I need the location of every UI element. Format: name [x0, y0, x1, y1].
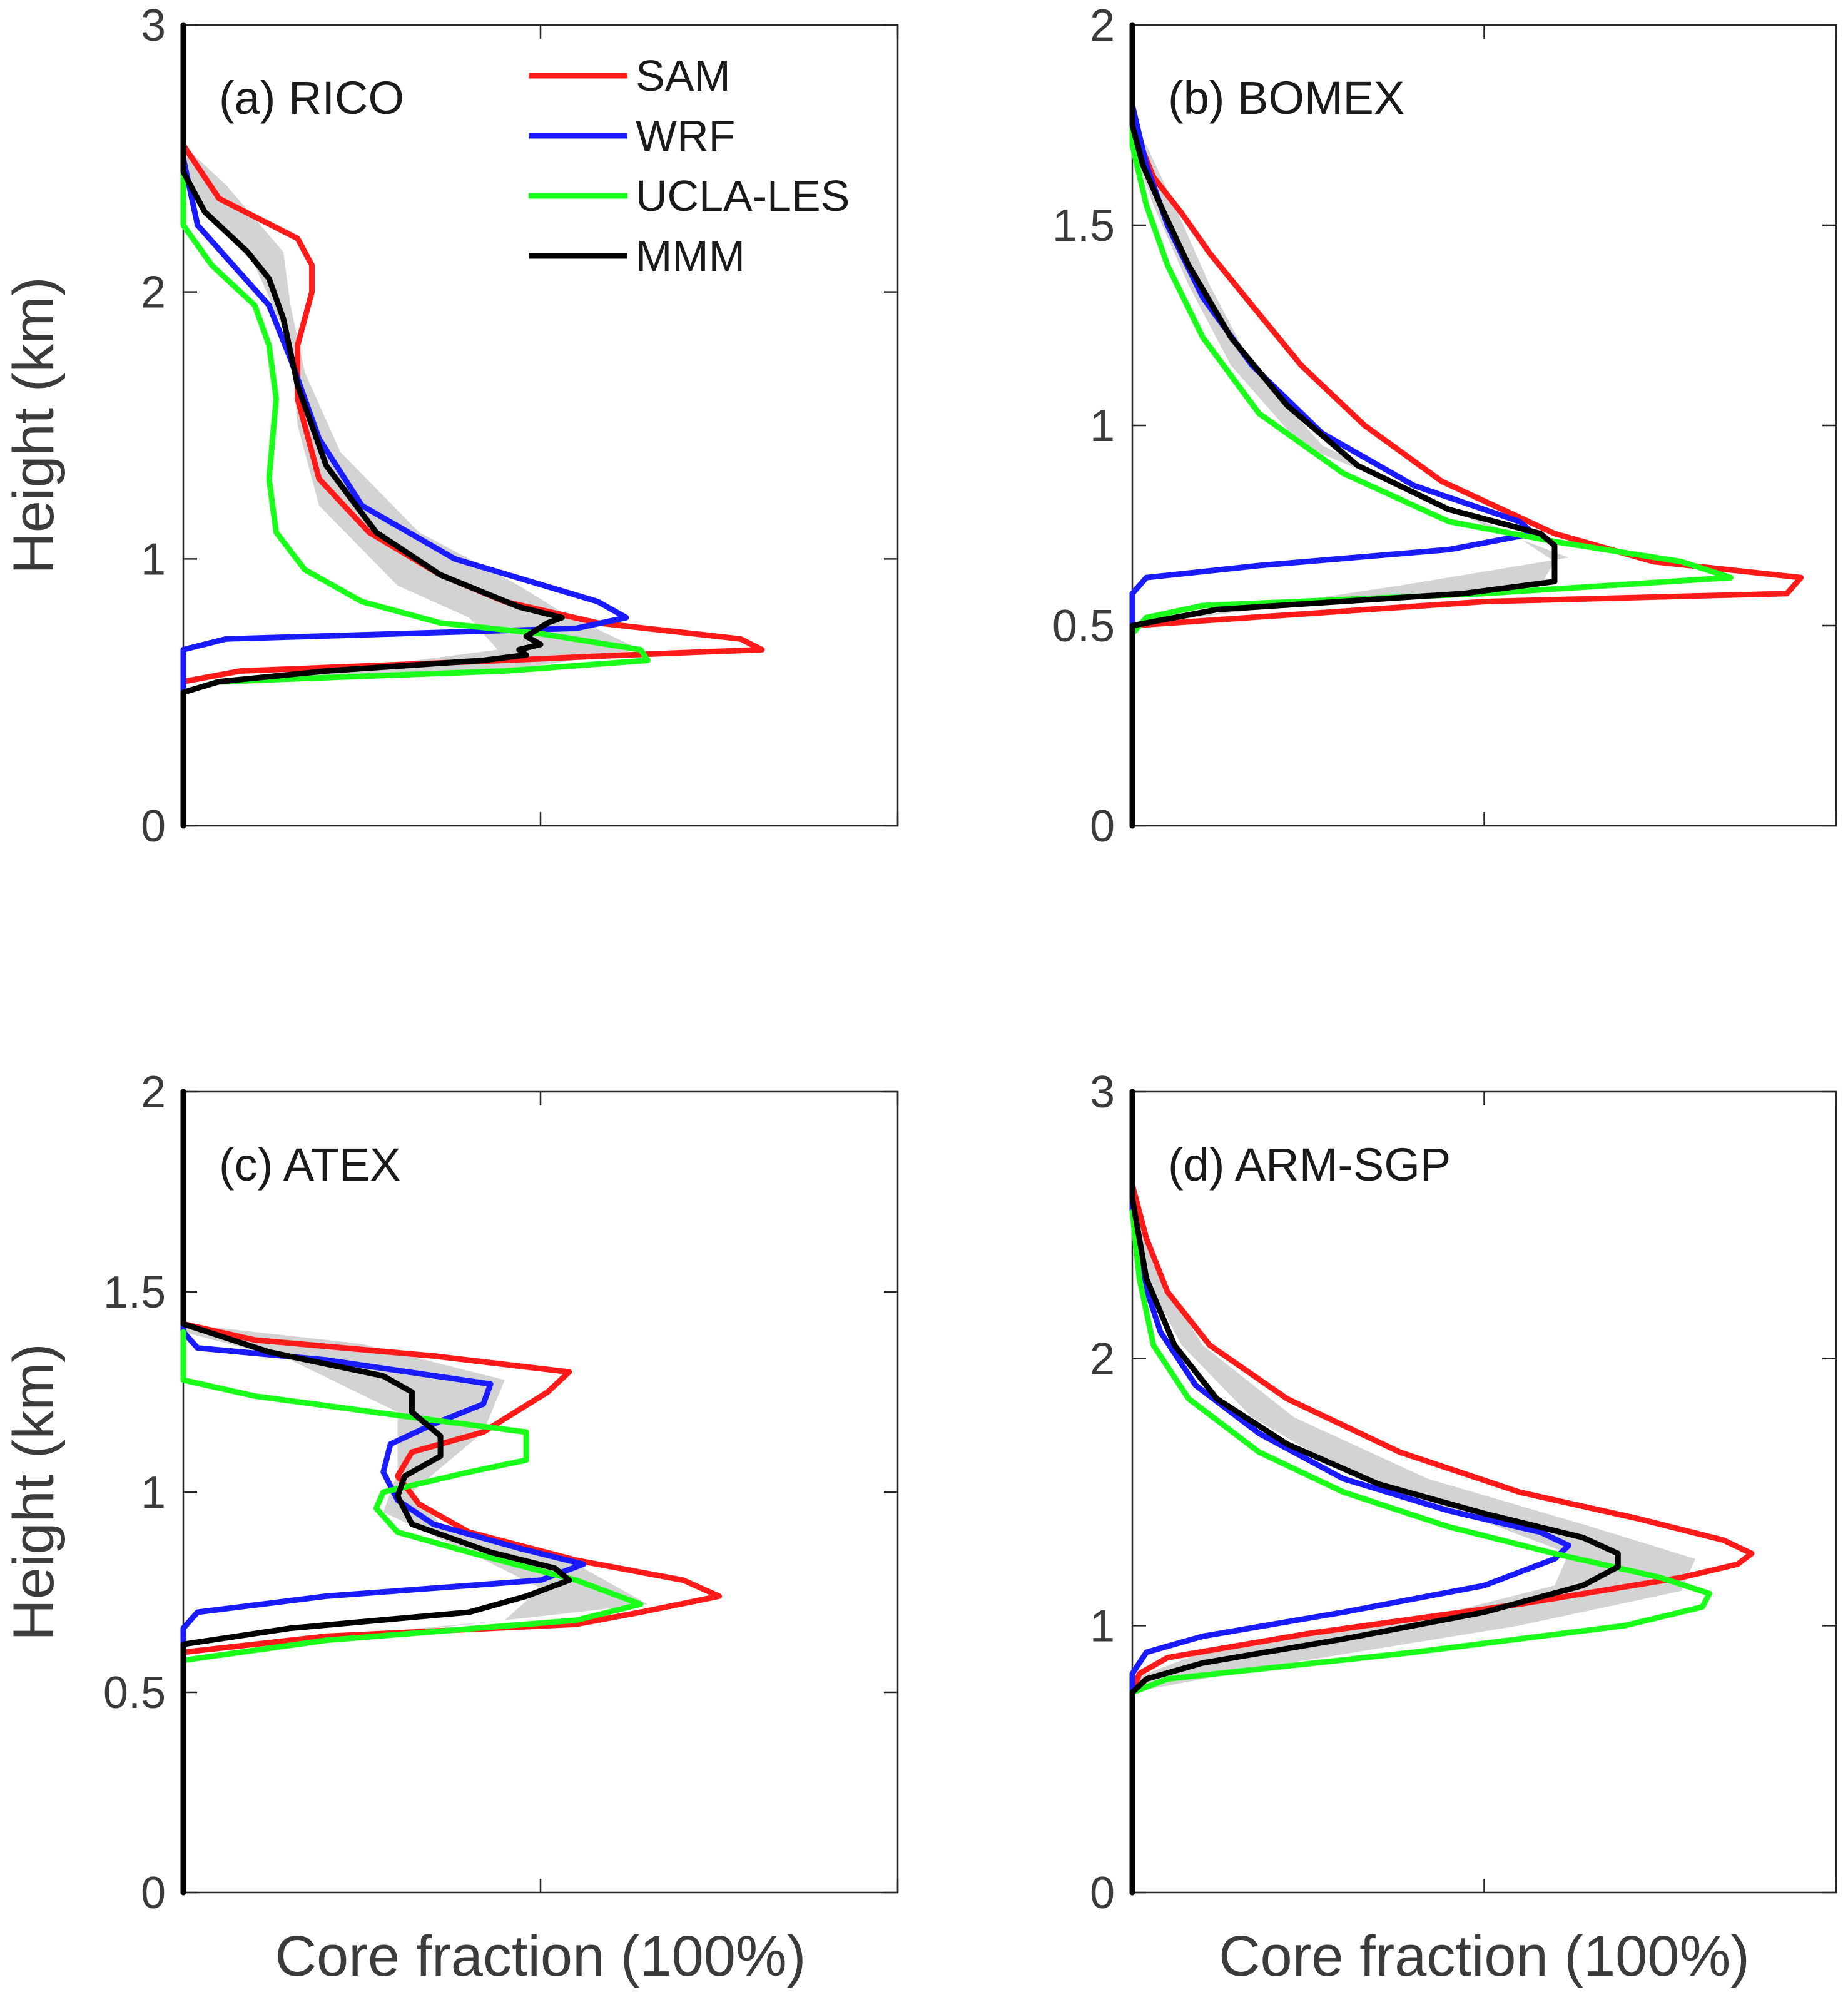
- series-line-mmm: [1129, 22, 1558, 829]
- series-line-sam: [180, 1089, 722, 1896]
- legend: SAM WRF UCLA-LES MMM: [529, 51, 850, 280]
- spread-band: [183, 1324, 648, 1893]
- y-tick-label: 0.5: [103, 1668, 166, 1718]
- y-tick-label: 1: [141, 534, 166, 584]
- y-tick-label: 2: [1090, 1334, 1115, 1385]
- y-tick-label: 1.5: [103, 1268, 166, 1318]
- spread-band: [183, 145, 641, 826]
- axes-box: [182, 24, 899, 827]
- panel-title: (a) RICO: [219, 72, 404, 124]
- series-line-ucla-les: [180, 1329, 644, 1896]
- y-tick-label: 1.5: [1052, 201, 1115, 251]
- series-line-mmm: [180, 1089, 572, 1896]
- spread-band: [1132, 1198, 1695, 1893]
- series-line-wrf: [1129, 1089, 1571, 1896]
- legend-label: SAM: [636, 51, 731, 100]
- x-axis-label: Core fraction (100%): [1219, 1924, 1750, 1988]
- axes-box: [1131, 1090, 1837, 1894]
- series-line-wrf: [1129, 22, 1536, 829]
- series-line-wrf: [180, 22, 629, 829]
- y-tick-label: 0: [141, 801, 166, 851]
- y-axis-label: Height (km): [2, 1343, 66, 1640]
- y-tick-label: 1: [1090, 401, 1115, 451]
- y-axis-label: Height (km): [2, 277, 66, 574]
- series-line-mmm: [180, 22, 565, 829]
- panel-title: (b) BOMEX: [1168, 72, 1404, 124]
- y-tick-label: 1: [1090, 1601, 1115, 1651]
- y-tick-label: 0: [141, 1868, 166, 1918]
- y-tick-label: 2: [1090, 1, 1115, 51]
- panel-2: 0 0.5 1 1.5 2 (b) BOMEX: [1052, 1, 1837, 851]
- y-tick-label: 2: [141, 1067, 166, 1117]
- x-axis-label: Core fraction (100%): [275, 1924, 806, 1988]
- series-line-mmm: [1129, 1089, 1621, 1896]
- series-line-ucla-les: [1129, 1209, 1712, 1896]
- y-tick-label: 2: [141, 268, 166, 318]
- panel-3: 0 0.5 1 1.5 2 (c) ATEX Height (km) Core fractio…: [2, 1067, 899, 1988]
- y-tick-label: 0.5: [1052, 601, 1115, 651]
- legend-label: MMM: [636, 231, 745, 280]
- y-tick-label: 1: [141, 1468, 166, 1518]
- y-tick-label: 3: [141, 1, 166, 51]
- panel-title: (d) ARM-SGP: [1168, 1139, 1451, 1191]
- y-tick-label: 3: [1090, 1067, 1115, 1117]
- legend-label: UCLA-LES: [636, 171, 850, 220]
- series-line-ucla-les: [180, 142, 651, 829]
- y-tick-label: 0: [1090, 801, 1115, 851]
- axes-box: [182, 1090, 899, 1894]
- panel-1: 0 1 2 3 (a) RICO Height (km): [2, 1, 899, 851]
- series-line-ucla-les: [1129, 22, 1734, 829]
- panel-title: (c) ATEX: [219, 1139, 401, 1191]
- y-tick-label: 0: [1090, 1868, 1115, 1918]
- series-line-sam: [1129, 22, 1804, 829]
- legend-label: WRF: [636, 111, 735, 160]
- series-line-sam: [1129, 1089, 1755, 1896]
- panel-4: 0 1 2 3 (d) ARM-SGP Core fraction (100%): [1090, 1067, 1837, 1988]
- axes-box: [1131, 24, 1837, 827]
